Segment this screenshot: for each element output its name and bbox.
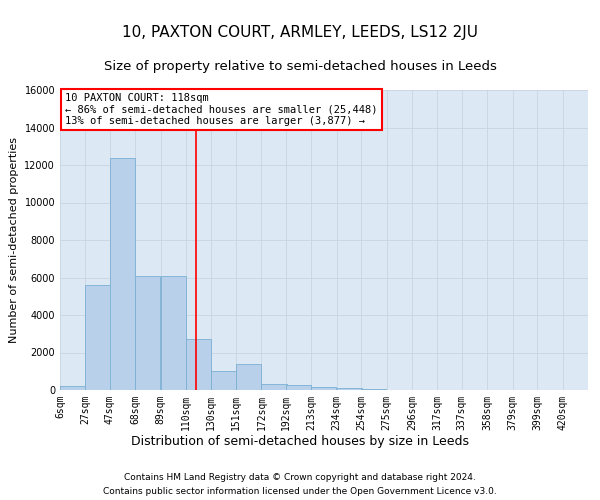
Bar bbox=[236, 364, 261, 390]
Text: Distribution of semi-detached houses by size in Leeds: Distribution of semi-detached houses by … bbox=[131, 435, 469, 448]
Bar bbox=[337, 388, 362, 390]
Bar bbox=[286, 386, 311, 390]
Bar bbox=[186, 340, 211, 390]
Text: 10 PAXTON COURT: 118sqm
← 86% of semi-detached houses are smaller (25,448)
13% o: 10 PAXTON COURT: 118sqm ← 86% of semi-de… bbox=[65, 93, 378, 126]
Bar bbox=[60, 386, 85, 390]
Text: Contains HM Land Registry data © Crown copyright and database right 2024.: Contains HM Land Registry data © Crown c… bbox=[124, 472, 476, 482]
Text: Contains public sector information licensed under the Open Government Licence v3: Contains public sector information licen… bbox=[103, 488, 497, 496]
Bar bbox=[211, 371, 236, 390]
Bar bbox=[85, 285, 110, 390]
Text: 10, PAXTON COURT, ARMLEY, LEEDS, LS12 2JU: 10, PAXTON COURT, ARMLEY, LEEDS, LS12 2J… bbox=[122, 25, 478, 40]
Bar bbox=[311, 387, 337, 390]
Text: Size of property relative to semi-detached houses in Leeds: Size of property relative to semi-detach… bbox=[104, 60, 496, 73]
Bar bbox=[161, 276, 186, 390]
Bar bbox=[135, 276, 160, 390]
Bar bbox=[361, 389, 386, 390]
Bar bbox=[110, 158, 135, 390]
Bar bbox=[262, 384, 287, 390]
Y-axis label: Number of semi-detached properties: Number of semi-detached properties bbox=[9, 137, 19, 343]
